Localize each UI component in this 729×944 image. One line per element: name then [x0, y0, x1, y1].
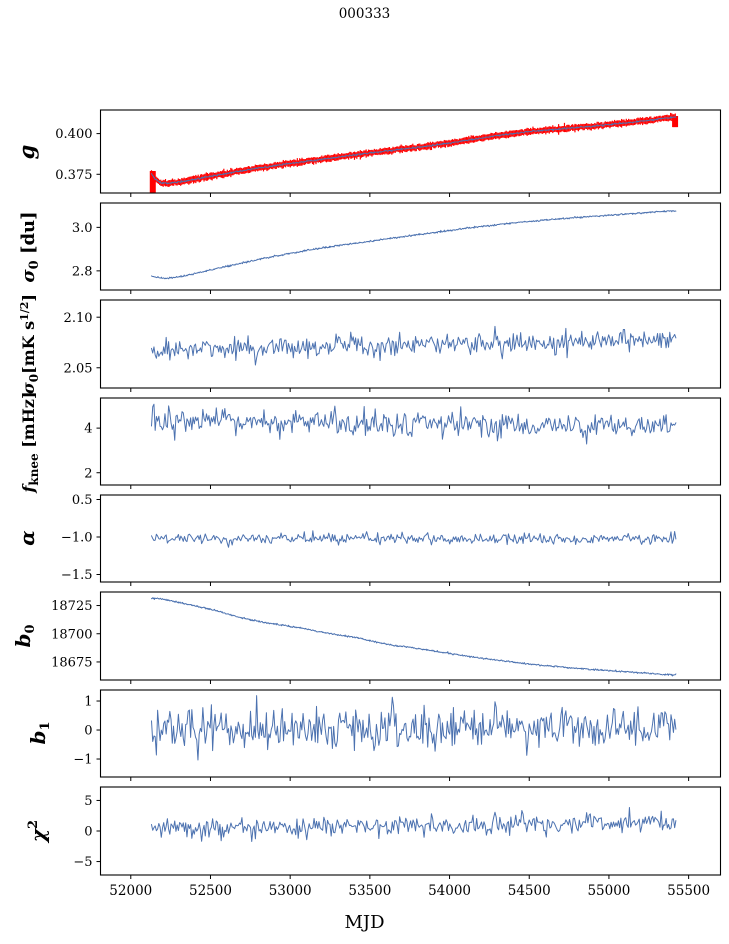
y-tick-label: 18725	[51, 599, 92, 614]
axis-labels: g σ0 [du] σ0[mK s1/2]fknee [mHz] α b0 b1 χ2	[11, 145, 53, 844]
y-axis-label: σ0 [du]	[18, 211, 42, 282]
data-line-chi2	[151, 806, 677, 842]
x-tick-label: 52000	[109, 883, 152, 899]
x-axis-label: MJD	[344, 912, 385, 933]
x-tick-label: 55500	[667, 883, 710, 899]
panel-4: 24	[84, 397, 722, 489]
panel-frame	[99, 202, 722, 291]
panel-7: −1 0 1	[73, 689, 722, 781]
y-tick-label: 18700	[51, 627, 92, 642]
y-tick-label: −1.0	[61, 531, 93, 546]
y-tick-label: 18675	[51, 656, 92, 671]
y-tick-label: 0	[84, 724, 92, 739]
data-line-b0	[151, 597, 677, 677]
y-tick-label: 3.0	[72, 221, 93, 236]
y-axis-label: b0	[11, 624, 38, 647]
data-line-g	[151, 116, 677, 185]
data-line-f_knee	[151, 403, 677, 445]
panel-8: −5 0 5 52000 52500 53000 53500 54000 54500 55000 5…	[73, 786, 722, 899]
y-tick-label: 5	[84, 794, 92, 809]
panel-frame	[99, 397, 722, 486]
x-tick-label: 54500	[508, 883, 551, 899]
y-axis-label: g	[14, 145, 39, 160]
x-tick-label: 52500	[189, 883, 232, 899]
y-tick-label: 0.375	[55, 168, 92, 183]
panel-6: 18675 18700 18725	[51, 591, 722, 684]
panel-frame	[99, 109, 722, 194]
y-tick-label: −1	[73, 753, 92, 768]
y-tick-label: 1	[84, 695, 92, 710]
y-tick-label: 2.05	[64, 361, 93, 376]
panel-frame	[99, 299, 722, 389]
y-axis-label: fknee [mHz]	[19, 391, 41, 493]
y-tick-label: −5	[73, 855, 92, 870]
data-line-alpha	[151, 530, 677, 548]
x-tick-label: 54000	[428, 883, 471, 899]
x-tick-label: 55000	[587, 883, 630, 899]
y-tick-label: 2	[84, 466, 92, 481]
panel-2: 2.8 3.0	[72, 202, 722, 294]
y-tick-label: 2.8	[72, 264, 93, 279]
y-tick-label: −1.5	[61, 568, 93, 583]
panel-5: −1.5 −1.0 0.5	[61, 493, 722, 586]
y-axis-label: b1	[26, 721, 53, 744]
x-tick-label: 53000	[269, 883, 312, 899]
y-tick-label: 4	[84, 422, 92, 437]
x-tick-label: 53500	[348, 883, 391, 899]
y-axis-label: χ2	[26, 820, 50, 844]
y-tick-label: 0.5	[72, 493, 93, 508]
panel-1: 0.375 0.400	[55, 109, 722, 197]
panel-frame	[99, 689, 722, 778]
data-line-b1	[151, 695, 677, 761]
y-axis-label: σ0[mK s1/2]	[18, 294, 41, 394]
y-axis-label: α	[15, 530, 39, 545]
panel-frame	[99, 591, 722, 681]
panel-3: 2.05 2.10	[64, 299, 722, 392]
y-tick-label: 2.10	[64, 311, 93, 326]
y-tick-label: 0.400	[55, 127, 92, 142]
y-tick-label: 0	[84, 825, 92, 840]
figure-title: 000333	[338, 6, 391, 22]
data-line-sigma0_du	[151, 210, 677, 280]
panel-frame	[99, 494, 722, 583]
error-bars	[150, 112, 676, 187]
data-line-sigma0_mK	[151, 325, 677, 366]
